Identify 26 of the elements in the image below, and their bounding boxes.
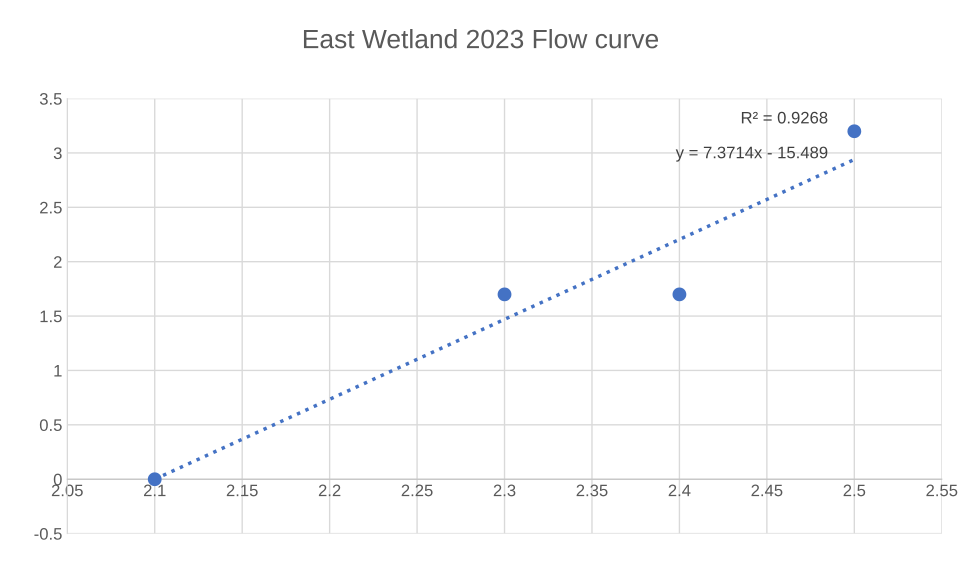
annotation: R² = 0.9268 xyxy=(742,112,828,124)
x-tick-label: 2.45 xyxy=(752,484,782,496)
y-tick-label: 2 xyxy=(54,256,62,268)
x-tick-label: 2.2 xyxy=(318,484,340,496)
y-tick-label: 2.5 xyxy=(40,202,62,214)
y-tick-label: 1.5 xyxy=(40,310,62,322)
point xyxy=(672,287,686,302)
y-tick-label: 3.5 xyxy=(40,93,62,105)
point xyxy=(498,287,512,302)
x-tick-label: 2.5 xyxy=(844,484,866,496)
y-tick-label: 1 xyxy=(54,365,62,377)
x-tick-label: 2.15 xyxy=(226,484,258,496)
annotation: y = 7.3714x - 15.489 xyxy=(676,146,828,162)
x-tick-label: 2.25 xyxy=(402,484,433,496)
x-tick-label: 2.35 xyxy=(576,484,608,496)
y-tick-label: 3 xyxy=(54,147,62,160)
chart-title: East Wetland 2023 Flow curve xyxy=(304,29,658,48)
point xyxy=(847,124,862,138)
x-tick-label: 2.55 xyxy=(926,484,958,496)
y-tick-label: 0 xyxy=(54,474,62,486)
x-tick-label: 2.1 xyxy=(144,484,166,496)
x-tick-label: 2.05 xyxy=(52,484,83,496)
y-tick-label: 0.5 xyxy=(40,419,62,432)
y-tick-label: -0.5 xyxy=(34,528,62,540)
x-tick-label: 2.4 xyxy=(668,484,691,496)
x-tick-label: 2.3 xyxy=(494,484,516,496)
